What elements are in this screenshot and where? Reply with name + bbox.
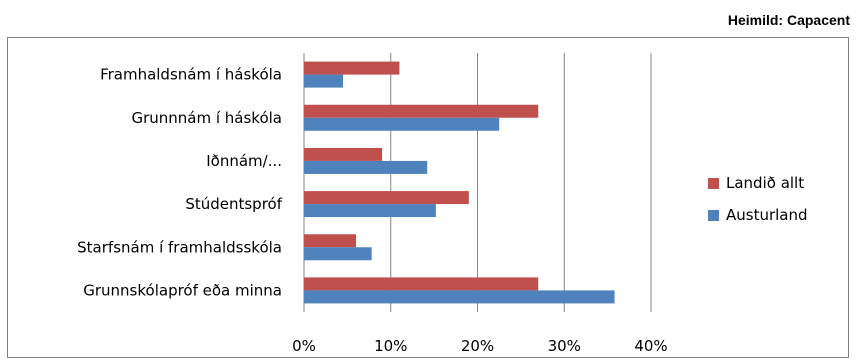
bar-series-1 bbox=[304, 147, 383, 161]
chart-frame bbox=[7, 37, 849, 358]
bar-series-2 bbox=[304, 247, 372, 261]
legend-swatch bbox=[708, 210, 719, 221]
category-label: Grunnnám í háskóla bbox=[131, 109, 282, 127]
bar-series-1 bbox=[304, 191, 469, 205]
bar-series-1 bbox=[304, 234, 357, 248]
source-note: Heimild: Capacent bbox=[727, 12, 850, 28]
x-tick-label: 10% bbox=[374, 337, 407, 355]
bar-series-2 bbox=[304, 160, 428, 174]
bar-series-2 bbox=[304, 204, 436, 218]
category-label: Stúdentspróf bbox=[185, 195, 282, 213]
x-tick-label: 40% bbox=[634, 337, 667, 355]
category-labels: Framhaldsnám í háskóla Grunnnám í háskóla… bbox=[77, 66, 283, 300]
legend: Landið allt Austurland bbox=[708, 174, 808, 224]
category-label: Grunnskólapróf eða minna bbox=[83, 281, 282, 299]
x-tick-label: 0% bbox=[292, 337, 316, 355]
category-label: Starfsnám í framhaldsskóla bbox=[77, 238, 282, 256]
x-tick-labels: 0% 10% 20% 30% 40% bbox=[292, 337, 668, 355]
category-label: Iðnnám/... bbox=[206, 152, 282, 170]
bars bbox=[304, 61, 615, 304]
x-tick-label: 20% bbox=[461, 337, 494, 355]
legend-swatch bbox=[708, 178, 719, 189]
legend-label: Landið allt bbox=[726, 174, 804, 192]
gridlines bbox=[303, 53, 652, 312]
bar-series-2 bbox=[304, 117, 500, 131]
bar-series-2 bbox=[304, 74, 344, 88]
legend-label: Austurland bbox=[726, 206, 808, 224]
bar-series-1 bbox=[304, 277, 539, 291]
bar-series-1 bbox=[304, 104, 539, 118]
bar-series-2 bbox=[304, 290, 615, 304]
x-tick-label: 30% bbox=[548, 337, 581, 355]
category-label: Framhaldsnám í háskóla bbox=[100, 66, 282, 84]
bar-series-1 bbox=[304, 61, 400, 75]
